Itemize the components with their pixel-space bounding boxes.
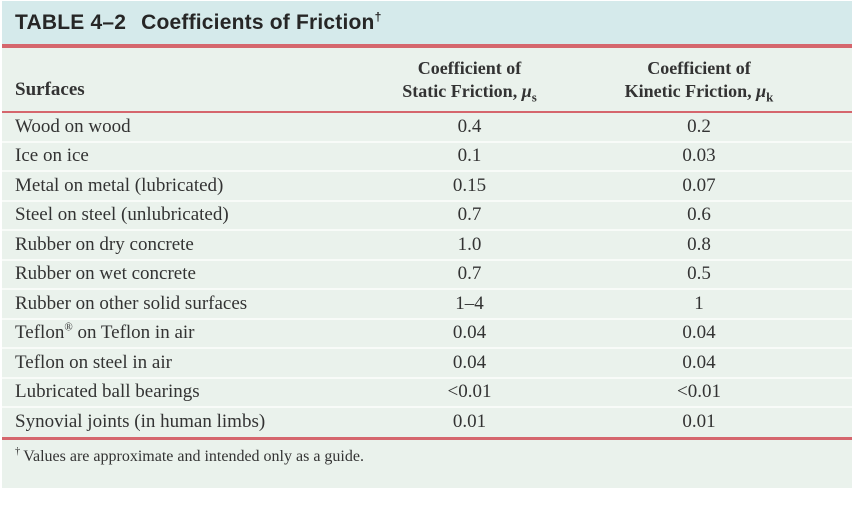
kinetic-value: <0.01	[587, 376, 852, 407]
table-title-text: Coefficients of Friction	[141, 10, 375, 34]
table-row: Steel on steel (unlubricated) 0.7 0.6	[2, 199, 852, 230]
table-row: Ice on ice 0.1 0.03	[2, 140, 852, 171]
table-row: Rubber on dry concrete 1.0 0.8	[2, 229, 852, 260]
table-number: TABLE 4–2	[15, 10, 127, 34]
surface-cell: Rubber on other solid surfaces	[2, 288, 352, 319]
static-value: 1–4	[352, 288, 587, 319]
surface-cell: Metal on metal (lubricated)	[2, 170, 352, 201]
kinetic-value: 0.8	[587, 229, 852, 260]
coefficients-table: Surfaces Coefficient of Static Friction,…	[2, 48, 852, 437]
column-header-static-friction: Coefficient of Static Friction, μs	[352, 48, 587, 113]
footer-rule	[2, 436, 852, 440]
kinetic-value: 0.5	[587, 258, 852, 289]
column-header-kinetic-friction: Coefficient of Kinetic Friction, μk	[587, 48, 852, 113]
table-row: Synovial joints (in human limbs) 0.01 0.…	[2, 406, 852, 437]
table-footnote: † Values are approximate and intended onl…	[2, 439, 852, 488]
footnote-text: Values are approximate and intended only…	[23, 447, 364, 465]
static-value: 0.1	[352, 140, 587, 171]
registered-trademark-icon: ®	[64, 321, 73, 334]
kinetic-value: 0.04	[587, 347, 852, 378]
kinetic-value: 0.6	[587, 199, 852, 230]
kinetic-subscript: k	[766, 89, 774, 105]
surface-cell: Teflon® on Teflon in air	[2, 317, 352, 348]
static-header-line2: Static Friction,	[402, 80, 522, 101]
surface-cell: Lubricated ball bearings	[2, 376, 352, 407]
static-value: 0.15	[352, 170, 587, 201]
static-value: 0.4	[457, 115, 482, 137]
static-value: 0.7	[352, 199, 587, 230]
surface-cell: Wood on wood	[15, 115, 131, 137]
surface-label-cont: on Teflon in air	[72, 322, 195, 344]
table-title: Coefficients of Friction†	[141, 9, 382, 35]
footnote-dagger: †	[15, 446, 21, 458]
kinetic-value: 0.01	[587, 406, 852, 437]
table-row: Teflon® on Teflon in air 0.04 0.04	[2, 317, 852, 348]
table-row: Lubricated ball bearings <0.01 <0.01	[2, 376, 852, 407]
kinetic-value: 0.07	[587, 170, 852, 201]
static-value: 1.0	[352, 229, 587, 260]
table-title-bar: TABLE 4–2 Coefficients of Friction†	[2, 1, 852, 44]
static-subscript: s	[531, 89, 537, 105]
kinetic-header-line1: Coefficient of	[647, 58, 751, 78]
kinetic-value: 1	[587, 288, 852, 319]
kinetic-value: 0.04	[587, 317, 852, 348]
table-row: Rubber on other solid surfaces 1–4 1	[2, 288, 852, 319]
static-value: 0.04	[352, 347, 587, 378]
title-dagger: †	[374, 9, 382, 24]
surface-label: Teflon	[15, 322, 65, 344]
static-value: 0.7	[352, 258, 587, 289]
surface-cell: Rubber on wet concrete	[2, 258, 352, 289]
static-header-line1: Coefficient of	[417, 58, 522, 78]
kinetic-value: 0.03	[587, 140, 852, 171]
surface-cell: Teflon on steel in air	[2, 347, 352, 378]
mu-symbol: μ	[521, 80, 532, 101]
table-row: Teflon on steel in air 0.04 0.04	[2, 347, 852, 378]
title-rule	[2, 44, 852, 48]
table-row: Metal on metal (lubricated) 0.15 0.07	[2, 170, 852, 201]
table-row: Rubber on wet concrete 0.7 0.5	[2, 258, 852, 289]
mu-symbol: μ	[756, 80, 767, 101]
static-value: 0.01	[352, 406, 587, 437]
static-value: <0.01	[352, 376, 587, 407]
kinetic-header-line2: Kinetic Friction,	[624, 80, 757, 101]
surface-cell: Rubber on dry concrete	[2, 229, 352, 260]
surface-cell: Steel on steel (unlubricated)	[2, 199, 352, 230]
kinetic-value: 0.2	[687, 115, 711, 137]
header-row: Surfaces Coefficient of Static Friction,…	[2, 48, 852, 113]
surface-cell: Ice on ice	[2, 140, 352, 171]
friction-table: TABLE 4–2 Coefficients of Friction† Surf…	[2, 1, 852, 488]
static-value: 0.04	[352, 317, 587, 348]
column-header-surfaces: Surfaces	[2, 48, 352, 113]
surface-cell: Synovial joints (in human limbs)	[2, 406, 352, 437]
table-row: Wood on wood 0.4 0.2	[2, 112, 852, 142]
